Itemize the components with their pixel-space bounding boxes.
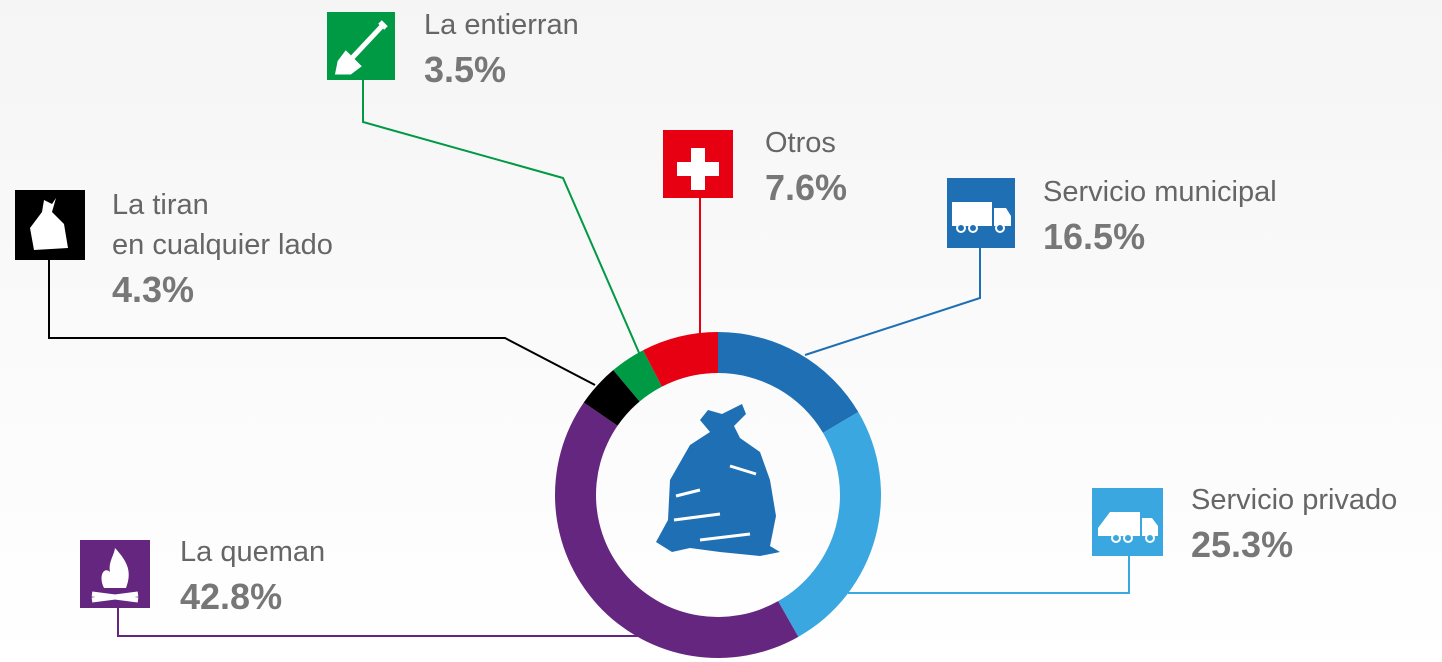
logs xyxy=(92,594,138,600)
wheel xyxy=(969,224,977,232)
category-label: Servicio municipal xyxy=(1043,172,1277,212)
value-label: 25.3% xyxy=(1191,520,1397,570)
infographic: Servicio municipal16.5% Servicio privado2… xyxy=(0,0,1442,662)
bag-icon xyxy=(656,404,780,556)
wheel xyxy=(957,224,965,232)
value-label: 3.5% xyxy=(424,45,579,95)
value-label: 7.6% xyxy=(765,163,847,213)
category-label: Otros xyxy=(765,123,847,163)
wheel xyxy=(1124,534,1132,542)
leader-line xyxy=(363,80,640,355)
wheel xyxy=(1112,534,1120,542)
category-label: La tiran en cualquier lado xyxy=(112,185,333,265)
value-label: 4.3% xyxy=(112,265,333,315)
donut-segment xyxy=(778,412,881,637)
value-label: 16.5% xyxy=(1043,212,1277,262)
category-label: La entierran xyxy=(424,5,579,45)
category-label: Servicio privado xyxy=(1191,480,1397,520)
leader-line xyxy=(805,248,980,355)
value-label: 42.8% xyxy=(180,572,325,622)
wheel xyxy=(1146,534,1154,542)
leader-line xyxy=(848,556,1129,593)
category-label: La queman xyxy=(180,532,325,572)
wheel xyxy=(996,224,1004,232)
